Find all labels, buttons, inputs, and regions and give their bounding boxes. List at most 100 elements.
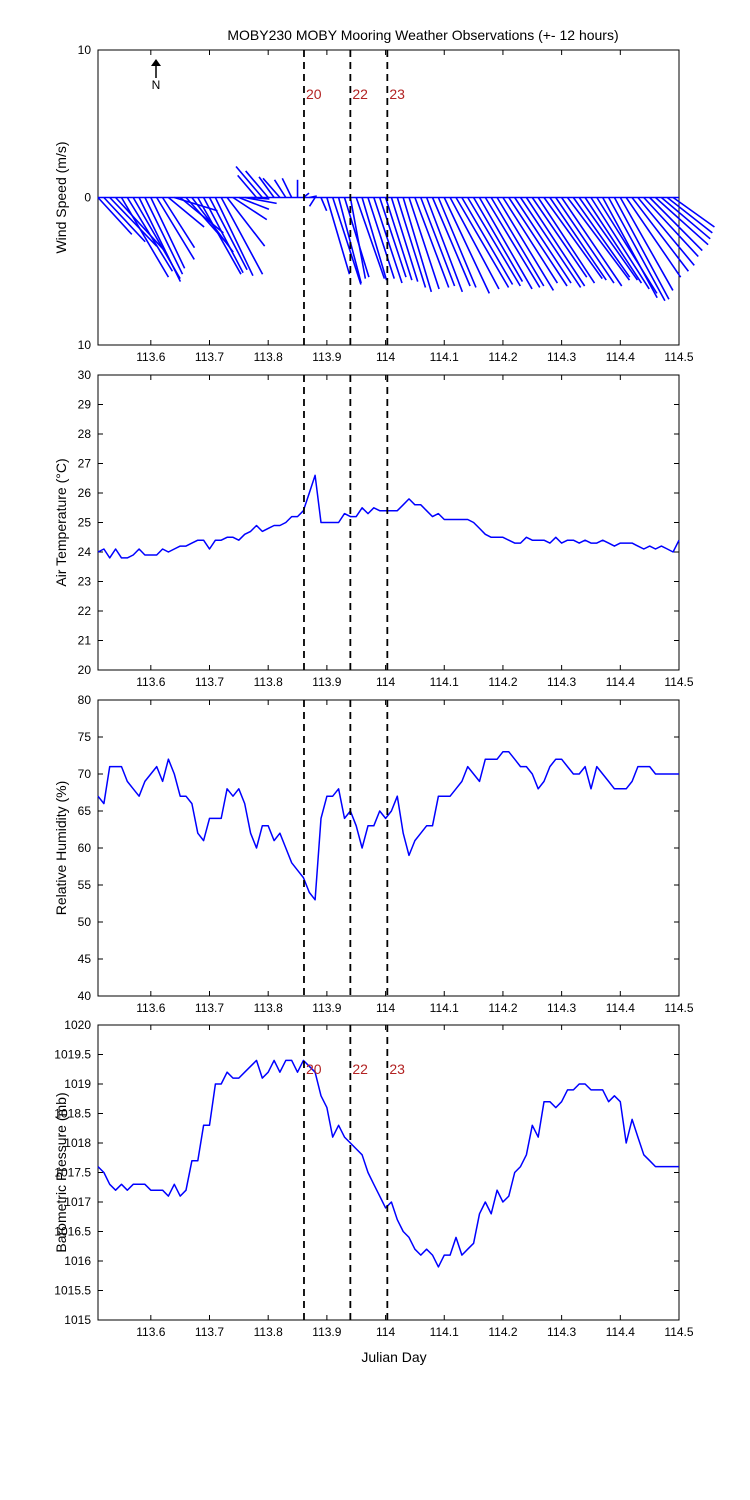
x-tick-label: 113.6 xyxy=(136,675,165,689)
wind-vector xyxy=(120,197,170,278)
x-tick-label: 114 xyxy=(376,1001,395,1015)
plot-frame xyxy=(97,699,680,997)
wind-vector xyxy=(244,196,277,205)
data-series-line xyxy=(97,1059,679,1268)
y-tick-label: 1019.5 xyxy=(54,1048,91,1062)
y-tick-label: 70 xyxy=(78,767,92,781)
wind-vector xyxy=(237,174,258,199)
wind-vector xyxy=(208,197,248,271)
x-tick-label: 113.7 xyxy=(195,1325,224,1339)
wind-vector xyxy=(262,177,281,199)
wind-vector xyxy=(396,197,427,288)
wind-vector xyxy=(378,197,407,278)
wind-vector xyxy=(537,197,596,284)
chart-title: MOBY230 MOBY Mooring Weather Observation… xyxy=(227,27,618,43)
y-axis-label: Relative Humidity (%) xyxy=(53,781,69,916)
wind-vector xyxy=(431,197,471,287)
y-tick-label: 1018.5 xyxy=(54,1107,91,1121)
y-tick-label: 1018 xyxy=(64,1136,91,1150)
y-tick-label: 30 xyxy=(78,368,92,382)
north-arrow-icon xyxy=(151,59,161,66)
y-tick-label: 22 xyxy=(78,604,92,618)
wind-vector xyxy=(408,197,440,290)
y-tick-label: 80 xyxy=(78,693,92,707)
y-tick-label: 25 xyxy=(78,516,92,530)
wind-vector xyxy=(472,197,524,282)
wind-vector xyxy=(478,197,533,290)
wind-vector xyxy=(484,197,541,288)
wind-vector xyxy=(461,197,514,285)
x-tick-label: 113.8 xyxy=(254,350,283,364)
wind-vector xyxy=(572,197,631,278)
event-marker-label: 23 xyxy=(389,86,405,102)
wind-vector xyxy=(543,197,603,280)
wind-vector xyxy=(308,197,316,207)
y-tick-label: 1017 xyxy=(64,1195,91,1209)
event-marker-label: 23 xyxy=(389,1061,405,1077)
y-tick-label: 65 xyxy=(78,804,92,818)
wind-vector xyxy=(584,197,643,284)
wind-vector xyxy=(619,197,674,291)
wind-vector xyxy=(384,197,413,281)
wind-vector xyxy=(355,197,386,279)
wind-vector xyxy=(549,197,607,281)
wind-vector xyxy=(519,197,582,288)
wind-vector xyxy=(214,197,254,277)
wind-vector xyxy=(525,197,586,287)
wind-vector xyxy=(138,197,182,282)
wind-vector xyxy=(115,196,166,252)
data-series-line xyxy=(97,751,679,901)
wind-vector xyxy=(508,197,568,287)
y-tick-label: 50 xyxy=(78,915,92,929)
wind-vector xyxy=(590,197,650,290)
wind-vector xyxy=(235,166,263,199)
y-tick-label: 23 xyxy=(78,575,92,589)
wind-vector xyxy=(245,170,269,199)
wind-vector xyxy=(496,197,555,291)
wind-vector xyxy=(660,196,711,240)
x-tick-label: 114 xyxy=(376,350,395,364)
wind-vector xyxy=(425,197,464,293)
x-tick-label: 114.4 xyxy=(606,350,635,364)
x-tick-label: 114 xyxy=(376,1325,395,1339)
x-tick-label: 113.9 xyxy=(312,350,341,364)
wind-vector xyxy=(637,196,695,266)
x-tick-label: 114.5 xyxy=(664,675,693,689)
wind-vector xyxy=(531,197,588,278)
wind-vector xyxy=(232,196,268,221)
y-tick-label: 1016 xyxy=(64,1254,91,1268)
panel-3: 113.6 113.7 113.8 113.9 114 114.1 114.2 114.3 11… xyxy=(53,693,694,1015)
y-tick-label: 10 xyxy=(78,338,92,352)
x-tick-label: 114.2 xyxy=(488,1325,517,1339)
wind-vector xyxy=(643,196,699,258)
wind-vector xyxy=(281,177,293,198)
wind-vector xyxy=(613,197,670,300)
x-tick-label: 114.1 xyxy=(430,1325,459,1339)
x-tick-label: 113.9 xyxy=(312,1001,341,1015)
wind-vector xyxy=(555,197,615,284)
x-tick-label: 114.1 xyxy=(430,350,459,364)
wind-vector xyxy=(361,197,388,281)
x-tick-label: 113.7 xyxy=(195,675,224,689)
y-tick-label: 21 xyxy=(78,634,92,648)
wind-vector xyxy=(202,197,244,274)
wind-vector xyxy=(449,197,500,290)
wind-vector xyxy=(97,196,133,235)
x-tick-label: 114.3 xyxy=(547,675,576,689)
x-tick-label: 114.2 xyxy=(488,350,517,364)
panel-2: 113.6 113.7 113.8 113.9 114 114.1 114.2 114.3 11… xyxy=(53,368,694,689)
y-tick-label: 45 xyxy=(78,952,92,966)
event-marker-label: 22 xyxy=(352,86,368,102)
y-tick-label: 1016.5 xyxy=(54,1225,91,1239)
x-tick-label: 114.2 xyxy=(488,675,517,689)
x-tick-label: 114.4 xyxy=(606,1001,635,1015)
wind-vector xyxy=(238,196,270,211)
wind-vector xyxy=(226,197,266,247)
x-tick-label: 114.3 xyxy=(547,350,576,364)
wind-vector xyxy=(309,195,317,199)
wind-vector xyxy=(402,197,433,293)
data-series-line xyxy=(97,474,680,559)
north-label: N xyxy=(152,78,161,92)
y-axis-label: Wind Speed (m/s) xyxy=(53,141,69,253)
